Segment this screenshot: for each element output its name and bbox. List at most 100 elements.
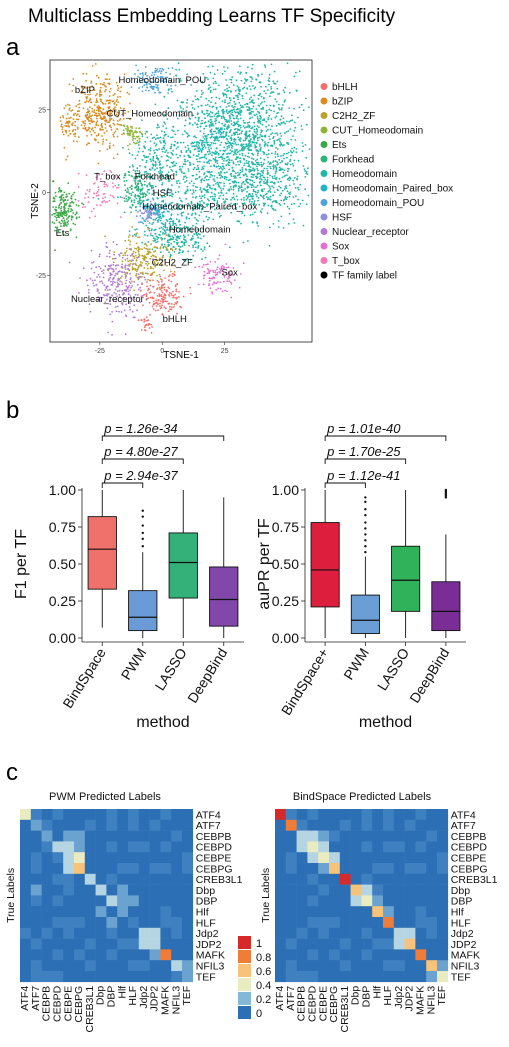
tsne-point — [237, 187, 240, 190]
heatmap-cell — [415, 852, 427, 864]
tsne-point — [168, 229, 171, 232]
tsne-point — [68, 83, 71, 86]
tsne-point — [66, 195, 69, 198]
tsne-point — [155, 208, 158, 211]
heatmap-cell — [296, 841, 308, 853]
tsne-point — [88, 120, 91, 122]
tsne-point — [178, 251, 181, 254]
tsne-point — [196, 123, 199, 126]
heatmap-cell — [350, 906, 362, 918]
tsne-point — [232, 274, 234, 276]
heatmap-row-label: Hlf — [451, 907, 464, 919]
tsne-point — [74, 135, 76, 138]
tsne-point — [299, 183, 302, 186]
tsne-point — [90, 117, 92, 120]
tsne-point — [171, 208, 174, 211]
tsne-point — [172, 130, 175, 133]
tsne-point — [241, 170, 244, 173]
tsne-point — [214, 269, 217, 272]
heatmap-cell — [128, 938, 140, 950]
tsne-point — [112, 263, 115, 266]
heatmap-cell — [361, 819, 373, 831]
box-outlier — [444, 488, 448, 492]
tsne-point — [155, 154, 158, 157]
tsne-point — [268, 244, 271, 247]
tsne-point — [92, 261, 95, 263]
tsne-point — [96, 204, 98, 207]
tsne-point — [272, 161, 274, 163]
tsne-point — [168, 204, 170, 207]
tsne-point — [201, 178, 204, 181]
tsne-point — [173, 306, 175, 308]
tsne-point — [149, 80, 152, 83]
tsne-point — [246, 147, 249, 150]
tsne-legend-swatch — [320, 155, 328, 163]
tsne-point — [242, 241, 245, 244]
tsne-point — [125, 250, 128, 252]
tsne-point — [251, 193, 254, 195]
tsne-point — [118, 283, 121, 286]
tsne-point — [237, 160, 239, 163]
tsne-point — [268, 83, 270, 86]
tsne-point — [237, 98, 240, 101]
tsne-point — [226, 128, 229, 130]
tsne-point — [263, 180, 265, 183]
tsne-point — [293, 75, 296, 78]
tsne-point — [274, 116, 277, 119]
tsne-point — [279, 141, 282, 144]
box-ytick-label: 0.25 — [49, 593, 76, 609]
tsne-point — [93, 89, 96, 92]
tsne-point — [203, 274, 206, 277]
tsne-point — [156, 123, 159, 126]
tsne-point — [227, 266, 230, 269]
tsne-point — [172, 231, 175, 234]
tsne-point — [259, 173, 262, 175]
tsne-point — [258, 136, 261, 139]
tsne-point — [239, 72, 242, 75]
tsne-point — [159, 275, 162, 278]
tsne-point — [241, 168, 244, 171]
tsne-point — [142, 206, 145, 209]
tsne-point — [81, 202, 83, 205]
tsne-point — [115, 268, 117, 270]
tsne-point — [230, 283, 233, 285]
tsne-point — [271, 125, 273, 127]
tsne-point — [184, 227, 186, 230]
heatmap-cell — [415, 927, 427, 939]
tsne-point — [206, 137, 208, 140]
heatmap-row-label: CEBPE — [451, 853, 487, 865]
tsne-point — [210, 277, 212, 280]
tsne-point — [227, 102, 229, 105]
heatmap-cell — [383, 830, 395, 842]
tsne-point — [68, 121, 71, 124]
tsne-point — [146, 185, 149, 188]
tsne-point — [290, 114, 293, 117]
tsne-point — [65, 203, 67, 206]
tsne-point — [220, 136, 223, 139]
tsne-point — [174, 233, 177, 236]
tsne-point — [77, 110, 79, 113]
heatmap-cell — [117, 873, 129, 885]
tsne-point — [234, 175, 237, 178]
tsne-point — [247, 139, 250, 142]
tsne-point — [136, 270, 138, 273]
tsne-point — [84, 192, 87, 195]
tsne-point — [171, 275, 174, 278]
tsne-point — [170, 84, 173, 87]
tsne-point — [159, 136, 162, 139]
heatmap-cell — [329, 841, 341, 853]
tsne-point — [219, 106, 222, 108]
tsne-point — [192, 254, 195, 257]
tsne-point — [116, 98, 119, 101]
tsne-point — [111, 182, 114, 185]
tsne-point — [239, 117, 242, 120]
tsne-point — [187, 205, 190, 207]
heatmap-cell — [426, 949, 438, 961]
tsne-point — [163, 141, 166, 143]
tsne-point — [186, 79, 189, 81]
tsne-point — [271, 201, 274, 203]
tsne-point — [78, 216, 81, 219]
tsne-point — [268, 189, 271, 192]
tsne-point — [170, 270, 172, 273]
tsne-point — [118, 123, 120, 126]
